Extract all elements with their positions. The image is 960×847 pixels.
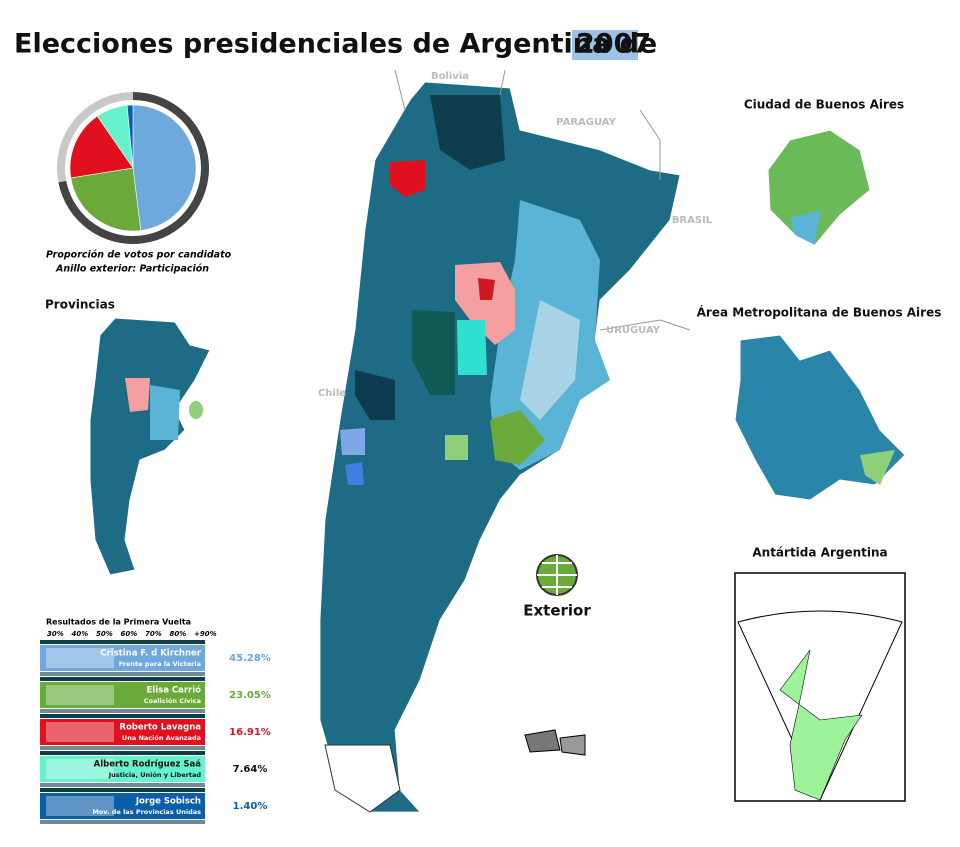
party-logo — [46, 648, 114, 668]
inset-title: Área Metropolitana de Buenos Aires — [697, 305, 942, 320]
party-logo — [46, 685, 114, 705]
pie-slice — [126, 104, 134, 169]
inset-title: Provincias — [45, 298, 115, 312]
candidate-percent: 23.05% — [229, 690, 271, 701]
region-red — [478, 278, 495, 300]
legend: 30% 40% 50% 60% 70% 80% +90% Cristina F. d Kirc… — [40, 630, 271, 824]
inset-title: Antártida Argentina — [752, 546, 887, 560]
pie-slice — [69, 115, 134, 179]
candidate-name: Jorge Sobisch — [135, 797, 201, 807]
borders — [394, 69, 691, 331]
region-blue — [345, 462, 364, 485]
scale-label: 60% — [121, 630, 138, 638]
exterior-label: Exterior — [523, 602, 591, 620]
malvinas — [524, 729, 561, 753]
year-highlight — [572, 30, 638, 60]
inset-title: Ciudad de Buenos Aires — [744, 98, 904, 112]
legend-gradient — [40, 820, 205, 824]
region-dark — [430, 95, 505, 170]
legend-gradient — [40, 783, 205, 787]
amba-green — [860, 450, 895, 485]
scale-label: 80% — [170, 630, 187, 638]
title: Elecciones presidenciales de Argentina d… — [14, 29, 657, 60]
candidate-party: Frente para la Victoria — [119, 660, 201, 668]
party-logo — [46, 722, 114, 742]
exterior-globe — [536, 554, 578, 596]
candidate-name: Elisa Carrió — [147, 685, 202, 696]
pie-caption: Anillo exterior: Participación — [55, 264, 209, 275]
candidate-percent: 1.40% — [233, 801, 268, 812]
legend-gradient — [40, 672, 205, 676]
region-green — [490, 410, 545, 465]
candidate-percent: 7.64% — [233, 764, 268, 775]
legend-gradient — [40, 788, 205, 792]
scale-label: 40% — [72, 630, 89, 638]
legend-bar — [40, 793, 205, 819]
candidate-name: Alberto Rodríguez Saá — [94, 760, 202, 770]
scale-label: 30% — [47, 630, 64, 638]
candidate-party: Justicia, Unión y Libertad — [108, 771, 202, 779]
pie-chart — [57, 92, 210, 245]
candidate-percent: 45.28% — [229, 653, 271, 664]
region-blue — [340, 428, 365, 455]
region-green-dark — [412, 310, 455, 395]
scale-label: 50% — [96, 630, 113, 638]
region-red — [390, 160, 425, 197]
country-label: Chile — [318, 388, 346, 399]
legend-bar — [40, 645, 205, 671]
candidate-party: Coalición Cívica — [144, 697, 201, 705]
title-year: 2007 — [576, 29, 651, 60]
candidate-name: Roberto Lavagna — [119, 723, 201, 733]
province-green — [189, 401, 203, 419]
legend-gradient — [40, 751, 205, 755]
legend-gradient — [40, 677, 205, 681]
legend-gradient — [40, 640, 205, 644]
caba-map — [767, 129, 871, 246]
legend-bar — [40, 756, 205, 782]
malvinas — [559, 734, 586, 756]
main-map — [319, 69, 691, 813]
scale-label: 70% — [145, 630, 162, 638]
caba-light — [790, 210, 820, 245]
region-dark — [355, 370, 395, 420]
pie-slice — [70, 167, 142, 232]
candidate-name: Cristina F. d Kirchner — [100, 649, 202, 659]
legend-bar — [40, 719, 205, 745]
party-logo — [46, 759, 114, 779]
province-pink — [125, 378, 150, 412]
antarctica-land — [779, 649, 863, 801]
chile-tierra — [324, 744, 401, 813]
region-cyan — [457, 320, 487, 375]
party-logo — [46, 796, 114, 816]
region-green-light — [445, 435, 468, 460]
pie-caption: Proporción de votos por candidato — [46, 250, 232, 261]
country-label: BRASIL — [672, 215, 713, 226]
country-label: URUGUAY — [606, 325, 661, 336]
legend-gradient — [40, 714, 205, 718]
legend-gradient — [40, 709, 205, 713]
pie-slice — [132, 104, 197, 231]
province-light — [150, 385, 180, 440]
country-label: Bolivia — [431, 71, 469, 82]
antarctica-wedge — [737, 610, 903, 802]
scale-label: +90% — [194, 630, 217, 638]
region-pale — [520, 300, 580, 420]
country-label: PARAGUAY — [556, 117, 616, 128]
candidate-party: Mov. de las Provincias Unidas — [92, 808, 201, 816]
legend-gradient — [40, 746, 205, 750]
region-pink — [455, 262, 515, 345]
candidate-percent: 16.91% — [229, 727, 271, 738]
legend-bar — [40, 682, 205, 708]
candidate-party: Una Nación Avanzada — [122, 734, 201, 742]
provinces-map — [89, 317, 211, 576]
legend-title: Resultados de la Primera Vuelta — [46, 618, 191, 627]
